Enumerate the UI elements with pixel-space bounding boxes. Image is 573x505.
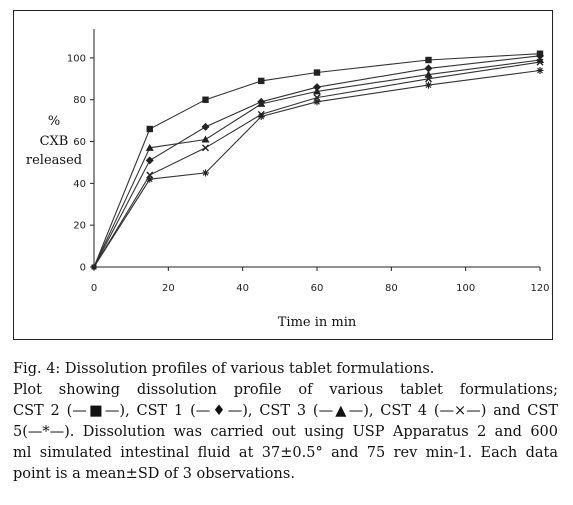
data-point-cst-5 [425, 81, 432, 89]
y-tick-label: 60 [73, 137, 86, 148]
data-point-cst-2 [425, 56, 432, 64]
data-point-cst-2 [202, 96, 209, 103]
data-point-cst-2 [313, 69, 321, 76]
data-point-cst-4 [425, 75, 432, 83]
data-point-cst-3 [313, 87, 321, 95]
caption-line-5: point is a mean±SD of 3 observations. [13, 466, 295, 482]
caption-title: Fig. 4: Dissolution profiles of various … [13, 361, 435, 377]
data-point-cst-5 [202, 169, 209, 177]
x-axis-title: Time in min [278, 315, 357, 330]
data-point-cst-5 [313, 98, 321, 106]
data-point-cst-4 [536, 58, 544, 66]
data-point-cst-5 [257, 112, 265, 120]
x-tick-label: 40 [236, 283, 249, 294]
data-point-cst-5 [146, 175, 154, 183]
data-point-cst-1 [201, 122, 210, 131]
y-tick-label: 20 [73, 221, 86, 232]
x-tick-label: 120 [530, 283, 549, 294]
data-point-cst-3 [257, 99, 266, 107]
data-point-cst-1 [313, 83, 321, 92]
x-tick-label: 60 [311, 283, 324, 294]
data-point-cst-3 [145, 143, 154, 151]
y-axis-title-line: released [26, 153, 82, 168]
y-tick-label: 100 [67, 53, 86, 64]
data-point-origin [91, 264, 97, 270]
caption-line-3: 5(—*—). Dissolution was carried out usin… [13, 424, 558, 440]
y-axis-title-line: % [48, 114, 60, 129]
y-axis-title-line: CXB [40, 134, 69, 149]
data-point-cst-3 [536, 56, 544, 63]
data-point-cst-1 [424, 64, 433, 73]
dissolution-chart: 0 20 40 60 80 100 0 20 40 60 80 100 120 Time in min% C… [26, 29, 550, 330]
y-tick-label: 0 [80, 263, 86, 274]
caption-line-2: CST 2 (—■—), CST 1 (—♦—), CST 3 (—▲—), C… [13, 403, 558, 419]
caption-line-1: Plot showing dissolution profile of vari… [13, 382, 558, 398]
data-point-cst-1 [145, 156, 154, 165]
x-tick-label: 20 [162, 283, 175, 294]
x-tick-label: 0 [91, 283, 97, 294]
data-point-cst-1 [536, 51, 544, 60]
x-tick-label: 80 [385, 283, 398, 294]
y-tick-label: 80 [73, 95, 86, 106]
data-point-cst-4 [202, 144, 209, 152]
figure-caption: Fig. 4: Dissolution profiles of various … [13, 359, 558, 485]
data-point-cst-2 [146, 125, 153, 133]
x-tick-label: 100 [456, 283, 475, 294]
data-point-cst-2 [258, 77, 265, 85]
caption-line-4: ml simulated intestinal fluid at 37±0.5°… [13, 445, 558, 461]
data-point-cst-5 [536, 66, 544, 74]
y-tick-label: 40 [73, 179, 86, 190]
data-point-cst-3 [201, 135, 210, 143]
chart-frame: 0 20 40 60 80 100 0 20 40 60 80 100 120 Time in min% C… [13, 10, 553, 340]
